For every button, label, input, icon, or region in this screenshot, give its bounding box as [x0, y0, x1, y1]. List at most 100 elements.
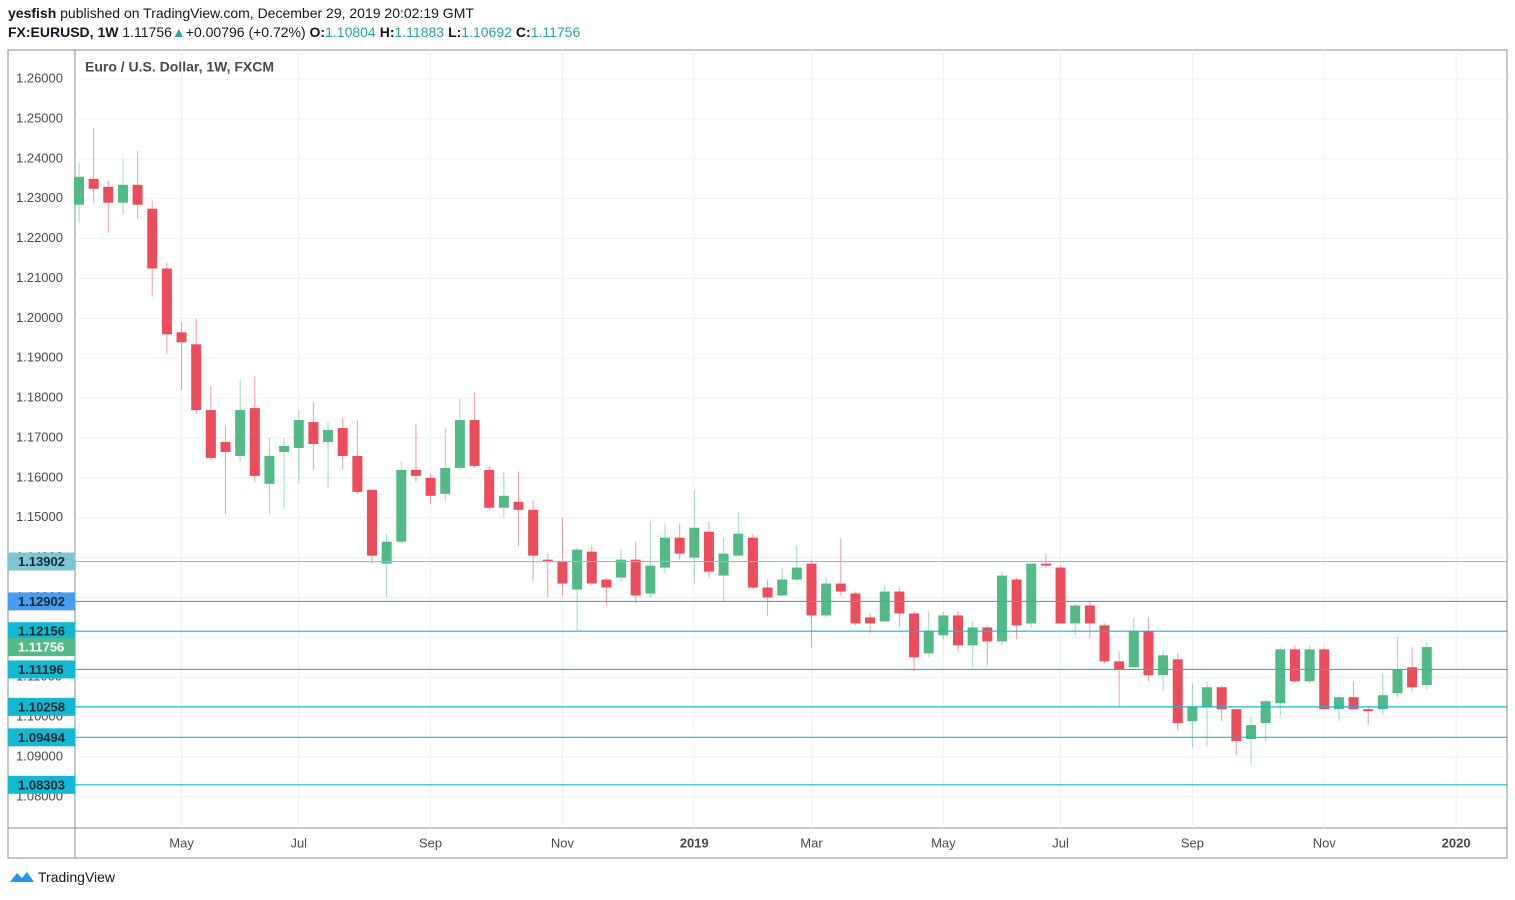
candle-body: [74, 176, 84, 205]
candle-body: [161, 268, 172, 335]
candle-body: [557, 561, 568, 584]
candle-body: [542, 559, 553, 562]
price-badge: [8, 660, 75, 679]
price-badge-label: 1.12156: [18, 624, 65, 639]
candle-body: [1011, 579, 1022, 626]
candle-body: [791, 567, 802, 580]
ohlc-value: 1.11756: [530, 24, 581, 40]
chart: Euro / U.S. Dollar, 1W, FXCM 1.26000 1.25…: [7, 49, 1508, 859]
price: 1.11756: [122, 24, 172, 40]
candle-body: [454, 420, 465, 468]
candle-body: [1084, 605, 1095, 624]
candle-body: [1040, 563, 1051, 566]
candle-body: [865, 617, 876, 624]
candle-body: [410, 469, 421, 476]
candle-body: [191, 344, 202, 411]
candle-body: [1070, 605, 1081, 624]
candle-body: [367, 489, 377, 556]
y-tick-label: 1.21000: [16, 270, 63, 285]
x-tick-label: 2019: [680, 835, 709, 850]
candle-body: [616, 559, 627, 578]
x-tick-label: Nov: [1313, 835, 1337, 850]
candle-body: [777, 579, 788, 596]
candle-body: [308, 422, 319, 444]
candle-body: [1333, 697, 1344, 710]
y-tick-label: 1.25000: [16, 110, 63, 125]
price-badge-label: 1.12902: [18, 594, 65, 609]
candle-body: [923, 631, 934, 654]
candle-body: [967, 627, 978, 646]
price-badge: [8, 592, 75, 611]
candle-body: [953, 615, 963, 646]
candle-body: [1319, 649, 1330, 710]
candle-body: [440, 467, 451, 494]
candle-body: [821, 583, 832, 616]
candle-body: [1099, 625, 1110, 662]
candle-body: [323, 430, 334, 442]
candle-body: [176, 332, 187, 343]
price-badge-label: 1.10258: [18, 699, 65, 714]
candle-body: [1187, 707, 1198, 722]
y-tick-label: 1.16000: [16, 469, 63, 484]
y-tick-label: 1.26000: [16, 71, 63, 86]
x-tick-label: Jul: [290, 835, 307, 850]
candle-body: [703, 531, 714, 572]
price-badge-label: 1.11196: [18, 662, 64, 677]
candle-body: [835, 583, 846, 592]
candle-body: [660, 537, 670, 568]
change: +0.00796 (+0.72%): [185, 24, 306, 40]
ohlc-label: O:: [309, 24, 326, 40]
candle-body: [1114, 661, 1125, 670]
candle-body: [806, 563, 817, 616]
author: yesfish: [8, 5, 57, 21]
published: published on TradingView.com, December 2…: [60, 5, 474, 21]
y-tick-label: 1.17000: [16, 429, 63, 444]
chart-title: Euro / U.S. Dollar, 1W, FXCM: [85, 59, 274, 75]
candle-body: [425, 477, 436, 496]
price-badge-label: 1.08303: [18, 777, 65, 792]
candle-body: [235, 410, 246, 456]
candle-body: [469, 420, 480, 466]
candle-body: [718, 553, 729, 576]
x-tick-label: Mar: [800, 835, 823, 850]
ohlc-label: L:: [448, 24, 462, 40]
candle-body: [279, 445, 290, 452]
y-tick-label: 1.23000: [16, 190, 63, 205]
candle-body: [498, 495, 509, 508]
candle-body: [733, 533, 744, 556]
candle-body: [264, 455, 275, 484]
ohlc-label: H:: [379, 24, 395, 40]
price-badge: [8, 775, 75, 794]
candle-body: [747, 537, 758, 588]
candle-body: [762, 587, 773, 598]
candle-body: [1392, 669, 1403, 694]
candle-body: [220, 441, 231, 452]
candle-body: [1363, 709, 1374, 712]
candle-body: [1377, 695, 1388, 710]
candle-body: [1421, 647, 1432, 686]
candle-body: [1143, 631, 1154, 676]
candle-body: [1026, 563, 1037, 624]
price-badge: [8, 697, 75, 716]
candle-body: [381, 541, 392, 564]
logo: [10, 872, 34, 882]
candle-body: [484, 469, 495, 508]
header-line: yesfish published on TradingView.com, De…: [8, 5, 474, 21]
candle-body: [674, 537, 685, 554]
candle-body: [396, 469, 407, 542]
frame: [7, 49, 1508, 859]
candle-body: [88, 178, 99, 189]
footer: TradingView: [8, 868, 115, 886]
candle-body: [1231, 709, 1242, 742]
price-badge-label: 1.13902: [18, 554, 65, 569]
candle-body: [513, 501, 524, 510]
header-quote: FX:EURUSD, 1W 1.11756▲+0.00796 (+0.72%) …: [8, 24, 584, 40]
candle-body: [1407, 667, 1418, 688]
x-tick-label: Jul: [1052, 835, 1069, 850]
ohlc-value: 1.11883: [394, 24, 445, 40]
price-badge: [8, 552, 75, 571]
symbol: FX:EURUSD, 1W: [8, 24, 119, 40]
price-badge: [8, 728, 75, 747]
y-tick-label: 1.18000: [16, 390, 63, 405]
